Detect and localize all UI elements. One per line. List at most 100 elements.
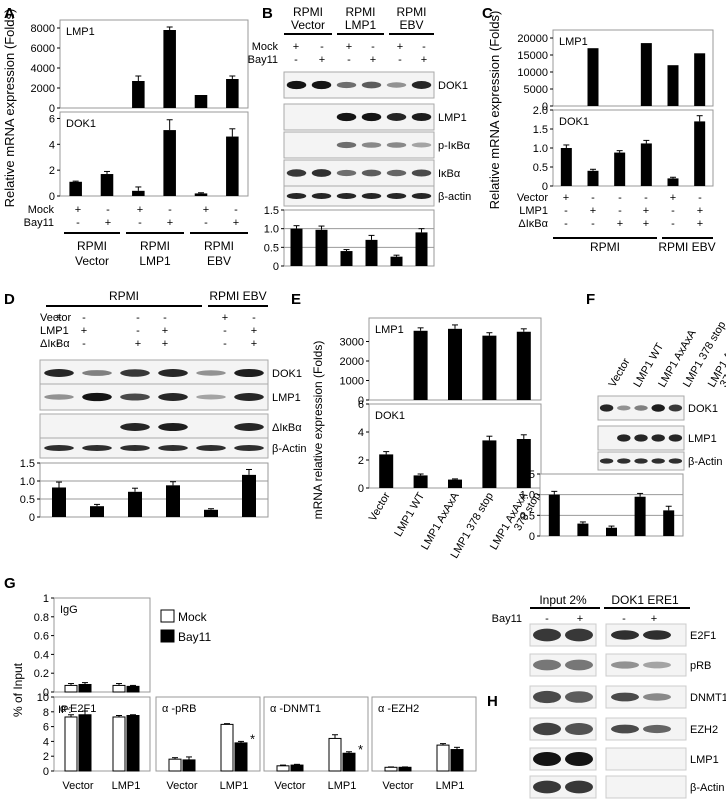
treatment-mark: +	[346, 41, 352, 53]
bar	[634, 496, 646, 536]
category-label: Vector	[166, 780, 198, 792]
treatment-label: ΔIκBα	[518, 218, 548, 230]
blot-f-band	[634, 434, 648, 442]
group-label: RPMI	[204, 239, 234, 253]
blot-b-band	[411, 112, 432, 122]
blot-d-band	[158, 422, 188, 432]
treatment-label: Vector	[40, 312, 72, 324]
bar	[640, 43, 652, 106]
y-tick-label: 0	[49, 103, 55, 115]
blot-b-band	[311, 192, 332, 200]
blot-d-band	[82, 445, 112, 451]
bar-bay11	[126, 685, 140, 693]
y-tick-label: 1	[43, 593, 49, 605]
y-tick-label: 0.5	[20, 494, 35, 506]
treatment-mark: -	[347, 54, 351, 66]
treatment-mark: -	[545, 613, 549, 625]
treatment-mark: -	[223, 338, 227, 350]
panel-letter: D	[4, 291, 15, 308]
y-tick-label: 0	[49, 191, 55, 203]
ip-label: IP:	[58, 704, 71, 716]
blot-d-band	[158, 445, 188, 451]
treatment-label: Bay11	[492, 613, 522, 625]
y-tick-label: 6	[358, 399, 364, 411]
y-tick-label: 1.5	[520, 469, 535, 481]
group-label: Vector	[75, 254, 109, 268]
treatment-mark: +	[319, 54, 325, 66]
blot-h-band	[643, 661, 671, 669]
bar-bay11	[450, 749, 464, 772]
chart-frame	[552, 29, 714, 107]
y-tick-label: 0.2	[34, 668, 49, 680]
blot-b-band	[336, 169, 357, 177]
bar	[516, 439, 531, 488]
group-label: LMP1	[345, 18, 377, 32]
chart-frame	[283, 209, 435, 267]
group-label: EBV	[207, 254, 231, 268]
blot-h-band	[565, 691, 593, 703]
treatment-mark: +	[370, 54, 376, 66]
bar	[694, 121, 706, 186]
bar	[694, 53, 706, 106]
category-label: LMP1	[112, 780, 141, 792]
y-axis-label: % of Input	[11, 662, 25, 717]
blot-frame	[39, 413, 269, 441]
bar-mock	[436, 744, 450, 772]
blot-b-label: p-IκBα	[438, 140, 471, 152]
treatment-mark: +	[162, 325, 168, 337]
bar-bay11	[78, 683, 92, 693]
bar-mock	[220, 723, 234, 772]
blot-d-band	[120, 423, 150, 431]
blot-b-band	[336, 141, 357, 149]
y-tick-label: 4	[49, 139, 55, 151]
blot-h-band	[643, 693, 671, 701]
y-tick-label: 0.8	[34, 612, 49, 624]
blot-b-band	[361, 81, 382, 89]
blot-f-band	[651, 458, 665, 464]
blot-frame	[39, 383, 269, 411]
blot-d-band	[44, 369, 74, 377]
y-tick-label: 1.0	[520, 490, 535, 502]
group-label: RPMI EBV	[209, 289, 266, 303]
bar	[315, 229, 328, 266]
y-tick-label: 0.5	[520, 510, 535, 522]
chart-title: IgG	[60, 604, 78, 616]
y-tick-label: 1.5	[264, 205, 279, 217]
bar	[166, 485, 180, 517]
treatment-mark: -	[618, 205, 622, 217]
y-tick-label: 2000	[31, 83, 55, 95]
panel-letter: A	[4, 5, 15, 22]
category-label: LMP1 WT	[392, 490, 427, 539]
bar-bay11	[290, 764, 304, 772]
blot-d-band	[234, 445, 264, 451]
blot-b-band	[336, 81, 357, 89]
chart-title: α -EZH2	[378, 703, 419, 715]
bar	[132, 81, 145, 108]
treatment-label: Vector	[517, 192, 549, 204]
blot-h-label: LMP1	[690, 754, 719, 766]
blot-f-band	[651, 404, 665, 412]
y-tick-label: 0	[358, 483, 364, 495]
bar	[587, 48, 599, 106]
blot-b-band	[386, 82, 407, 88]
blot-b-band	[361, 192, 382, 200]
treatment-mark: +	[251, 325, 257, 337]
legend-label: Mock	[178, 610, 208, 624]
chart-title: LMP1	[559, 36, 588, 48]
bar	[482, 440, 497, 488]
treatment-mark: -	[168, 204, 172, 216]
y-tick-label: 2000	[340, 356, 364, 368]
y-tick-label: 20000	[517, 33, 548, 45]
blot-b-band	[361, 142, 382, 148]
treatment-mark: -	[618, 192, 622, 204]
chart-frame	[59, 111, 249, 197]
y-tick-label: 4000	[31, 63, 55, 75]
bar	[640, 143, 652, 186]
bar	[163, 30, 176, 108]
bar	[379, 454, 394, 488]
treatment-mark: +	[643, 218, 649, 230]
treatment-mark: +	[222, 312, 228, 324]
treatment-mark: -	[223, 325, 227, 337]
bar-mock	[112, 684, 126, 693]
group-label: Vector	[291, 18, 325, 32]
